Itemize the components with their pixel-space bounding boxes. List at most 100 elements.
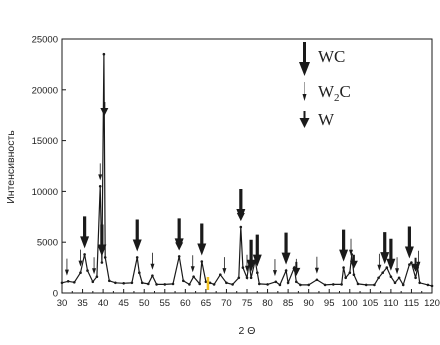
legend-w2c-arrow-icon: [302, 82, 307, 101]
data-point: [192, 275, 195, 279]
data-point: [348, 271, 352, 275]
data-point: [307, 283, 311, 287]
y-axis-title: Интенсивность: [5, 130, 17, 204]
wc-peak-arrow-icon: [80, 216, 90, 249]
w2c-peak-arrow-icon: [314, 256, 319, 274]
legend-w2c-label-main: W: [318, 82, 335, 101]
data-point: [225, 281, 228, 285]
data-point: [108, 279, 111, 283]
phase-markers: [64, 101, 421, 277]
w2c-peak-arrow-icon: [150, 252, 155, 270]
w-peak-arrow-icon: [236, 206, 245, 221]
data-point: [364, 283, 368, 287]
legend-wc-label: WC: [318, 47, 345, 66]
w-peak-arrow-icon: [349, 254, 358, 269]
x-tick-label: 70: [221, 298, 232, 309]
data-point: [373, 283, 376, 287]
data-point: [182, 279, 185, 283]
data-point: [103, 256, 107, 259]
x-tick-label: 30: [57, 298, 68, 309]
data-point: [315, 278, 319, 282]
data-point: [114, 281, 117, 285]
w2c-peak-arrow-icon: [78, 249, 83, 267]
x-tick-label: 45: [118, 298, 129, 309]
x-tick-label: 90: [303, 298, 314, 309]
legend-w-arrow-icon: [299, 111, 310, 128]
wc-peak-arrow-icon: [380, 232, 390, 265]
x-tick-label: 100: [342, 298, 358, 309]
data-point: [208, 281, 212, 285]
data-point: [66, 280, 70, 283]
data-point: [286, 281, 290, 285]
x-tick-label: 105: [362, 298, 378, 309]
data-point: [177, 255, 181, 258]
wc-peak-arrow-icon: [252, 234, 262, 267]
diffraction-line: [61, 54, 433, 287]
data-point: [155, 283, 158, 286]
data-point: [377, 276, 380, 280]
w-peak-arrow-icon: [175, 236, 184, 251]
data-point: [352, 273, 356, 277]
w-peak-arrow-icon: [100, 101, 109, 116]
w2c-peak-arrow-icon: [222, 257, 227, 275]
x-tick-label: 55: [159, 298, 170, 309]
data-point: [385, 266, 389, 269]
data-point: [410, 261, 413, 264]
data-point: [258, 282, 261, 286]
wc-peak-arrow-icon: [386, 238, 396, 271]
w-peak-arrow-icon: [411, 257, 420, 272]
wc-peak-arrow-icon: [339, 229, 349, 262]
data-point: [79, 271, 82, 275]
data-point: [237, 276, 241, 280]
data-point: [163, 283, 167, 286]
data-point: [200, 260, 204, 263]
w2c-peak-arrow-icon: [349, 238, 354, 256]
data-point: [295, 280, 298, 284]
wc-peak-arrow-icon: [281, 232, 291, 265]
data-point: [408, 263, 411, 266]
data-point: [401, 283, 405, 287]
data-point: [389, 275, 393, 279]
w2c-peak-arrow-icon: [190, 255, 195, 273]
w2c-peak-arrow-icon: [377, 253, 382, 271]
y-tick-label: 20000: [32, 85, 58, 96]
legend-item-w2c: W2C: [302, 82, 351, 104]
data-point: [241, 266, 245, 269]
data-point: [198, 282, 201, 286]
data-point: [255, 271, 259, 275]
data-point: [356, 282, 360, 286]
wc-peak-arrow-icon: [246, 239, 256, 272]
data-point: [102, 52, 106, 56]
data-point: [284, 269, 288, 272]
data-point: [342, 266, 345, 269]
data-point: [135, 256, 139, 259]
data-point: [274, 280, 278, 284]
data-point: [278, 283, 282, 287]
data-point: [249, 276, 253, 280]
data-point: [140, 281, 144, 285]
data-point: [122, 282, 125, 285]
data-point: [171, 282, 175, 286]
data-point: [98, 185, 102, 188]
x-axis-title: 2 Θ: [239, 325, 256, 337]
w2c-peak-arrow-icon: [92, 257, 97, 275]
data-point: [138, 271, 141, 275]
x-tick-label: 50: [139, 298, 150, 309]
x-tick-label: 120: [424, 298, 440, 309]
data-point: [397, 276, 401, 280]
legend: WC W2C W: [299, 42, 351, 129]
legend-item-wc: WC: [299, 42, 345, 76]
wc-peak-arrow-icon: [197, 223, 207, 256]
legend-item-w: W: [299, 110, 335, 129]
data-point: [239, 225, 243, 229]
plot-area: [60, 52, 434, 290]
w2c-peak-arrow-icon: [64, 258, 69, 276]
x-tick-label: 65: [201, 298, 212, 309]
wc-peak-arrow-icon: [132, 219, 142, 252]
data-point: [414, 276, 417, 280]
w2c-peak-arrow-icon: [416, 250, 421, 268]
data-point: [219, 273, 222, 277]
w2c-peak-arrow-icon: [395, 257, 400, 275]
data-point: [100, 261, 104, 264]
